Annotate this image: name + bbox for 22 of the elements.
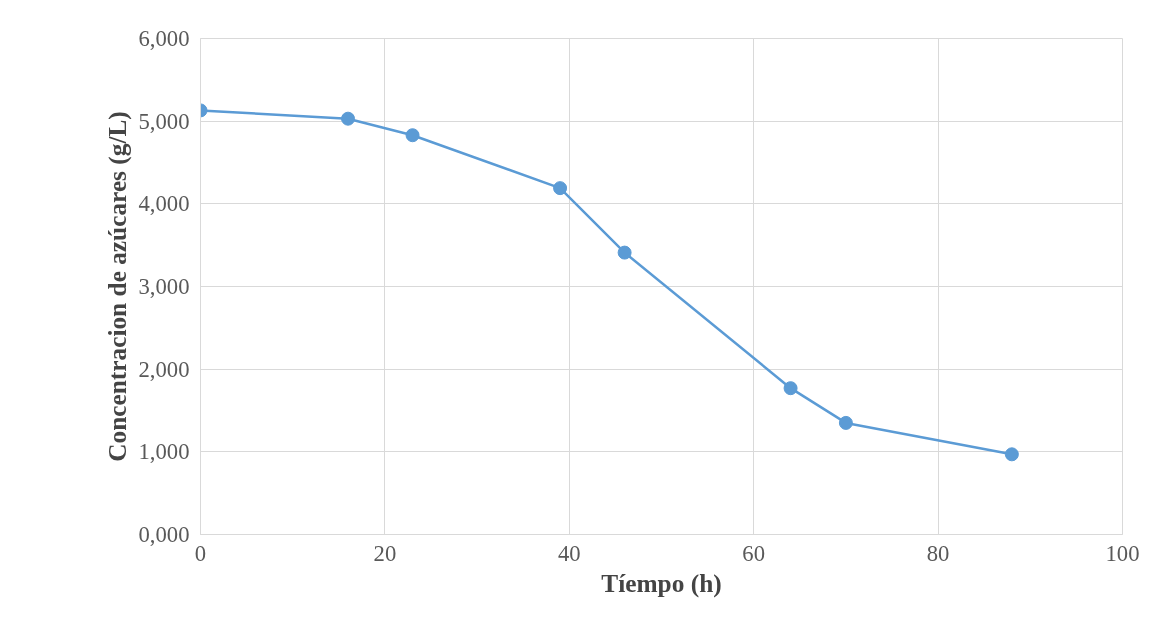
x-tick-label: 80 (926, 540, 950, 566)
x-tick-label: 20 (373, 540, 397, 566)
y-tick-label: 6,000 (138, 26, 190, 51)
y-axis-title: Concentracion de azúcares (g/L) (102, 111, 132, 462)
point (617, 245, 632, 260)
x-tick-label: 100 (1105, 540, 1140, 566)
point (1004, 447, 1019, 462)
point (783, 381, 798, 396)
x-tick-label: 60 (742, 540, 766, 566)
point (553, 181, 568, 196)
y-tick-label: 4,000 (138, 191, 190, 217)
point (838, 415, 853, 430)
y-tick-label: 3,000 (138, 274, 190, 299)
x-tick-label: 40 (557, 540, 581, 566)
point (341, 111, 356, 126)
y-tick-label: 1,000 (138, 439, 190, 465)
y-tick-label: 5,000 (138, 108, 190, 134)
x-axis-title: Tíempo (h) (601, 568, 722, 598)
y-tick-label: 0,000 (138, 522, 190, 547)
point (405, 128, 420, 143)
y-tick-label: 2,000 (138, 356, 190, 382)
x-tick-label: 0 (194, 540, 207, 566)
